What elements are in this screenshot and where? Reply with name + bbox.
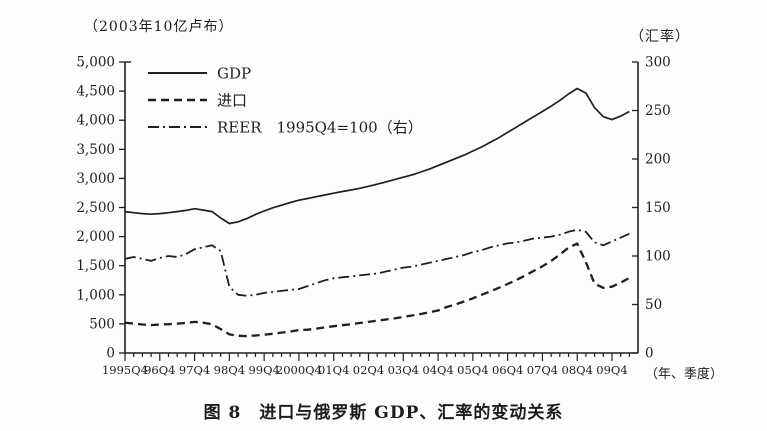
x-axis-tick-label: 1995Q4 [102, 363, 148, 377]
left-axis-tick-label: 5,000 [76, 55, 115, 71]
left-axis-tick-label: 4,000 [76, 113, 115, 129]
x-axis-tick-label: 97Q4 [179, 363, 210, 377]
x-axis-tick-label: 2000Q4 [276, 363, 322, 377]
left-axis-tick-label: 0 [106, 346, 115, 362]
right-axis-unit-label: （汇率） [630, 29, 690, 45]
left-axis-tick-label: 1,500 [76, 258, 115, 274]
legend-label-imports: 进口 [217, 92, 247, 110]
right-axis-tick-label: 300 [645, 55, 671, 71]
x-axis-tick-label: 01Q4 [318, 363, 349, 377]
x-axis-unit-label: （年、季度） [645, 367, 724, 382]
left-axis-unit-label: （2003年10亿卢布） [84, 19, 234, 35]
x-axis-tick-label: 05Q4 [457, 363, 488, 377]
legend-label-gdp: GDP [217, 65, 251, 83]
x-axis-tick-label: 03Q4 [388, 363, 419, 377]
right-axis-tick-label: 200 [645, 152, 671, 168]
left-axis-tick-label: 2,000 [76, 229, 115, 245]
left-axis-tick-label: 3,000 [76, 171, 115, 187]
x-axis-tick-label: 02Q4 [353, 363, 384, 377]
left-axis-tick-label: 500 [89, 316, 115, 332]
x-axis-tick-label: 09Q4 [596, 363, 627, 377]
x-axis-tick-label: 96Q4 [144, 363, 175, 377]
x-axis-tick-label: 99Q4 [248, 363, 279, 377]
left-axis-tick-label: 2,500 [76, 200, 115, 216]
x-axis-tick-label: 08Q4 [562, 363, 593, 377]
x-axis-tick-label: 07Q4 [527, 363, 558, 377]
right-axis-tick-label: 250 [645, 103, 671, 119]
x-axis-tick-label: 06Q4 [492, 363, 523, 377]
right-axis-tick-label: 0 [645, 346, 654, 362]
x-axis-tick-label: 98Q4 [214, 363, 245, 377]
right-axis-tick-label: 150 [645, 200, 671, 216]
left-axis-tick-label: 3,500 [76, 142, 115, 158]
x-axis-tick-label: 04Q4 [422, 363, 453, 377]
right-axis-tick-label: 100 [645, 249, 671, 265]
series-line-gdp [124, 87, 630, 225]
figure-caption: 图 8 进口与俄罗斯 GDP、汇率的变动关系 [203, 403, 564, 423]
right-axis-tick-label: 50 [645, 297, 662, 313]
left-axis-tick-label: 4,500 [76, 84, 115, 100]
series-line-reer [124, 228, 630, 297]
left-axis-tick-label: 1,000 [76, 287, 115, 303]
series-line-imports [124, 242, 630, 338]
legend-label-reer: REER 1995Q4=100（右） [217, 119, 423, 137]
